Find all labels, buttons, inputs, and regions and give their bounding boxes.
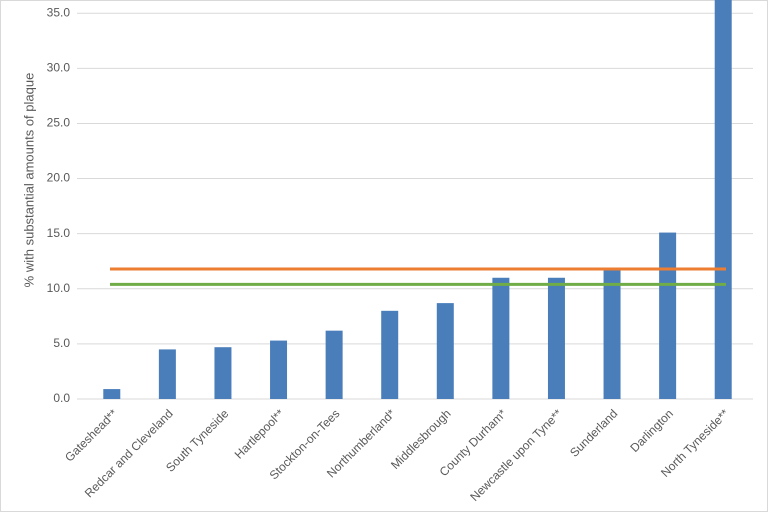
bar — [436, 303, 454, 399]
reference-lines — [110, 267, 726, 286]
bar — [714, 0, 732, 400]
x-tick-label: Gateshead** — [62, 406, 120, 464]
x-tick-label: Hartlepool** — [232, 406, 287, 461]
x-tick-label: Darlington — [627, 406, 676, 455]
y-tick-label: 30.0 — [47, 61, 71, 75]
y-tick-label: 15.0 — [47, 226, 71, 240]
bar — [158, 349, 176, 399]
bar — [603, 268, 621, 399]
bar — [103, 389, 121, 399]
bar — [547, 277, 565, 399]
y-axis-title: % with substantial amounts of plaque — [21, 73, 36, 288]
x-tick-label: Newcastle upon Tyne** — [467, 406, 565, 504]
bar — [270, 340, 288, 399]
bar — [381, 310, 399, 399]
y-tick-label: 5.0 — [53, 336, 70, 350]
y-tick-label: 20.0 — [47, 171, 71, 185]
bars — [103, 0, 732, 400]
y-tick-label: 25.0 — [47, 116, 71, 130]
x-tick-label: Sunderland — [567, 406, 620, 459]
grid — [77, 12, 753, 400]
bar — [325, 330, 343, 399]
bar — [214, 347, 232, 399]
bar — [659, 232, 677, 399]
y-tick-label: 0.0 — [53, 391, 70, 405]
bar — [492, 277, 510, 399]
labels: 0.0 5.0 10.0 15.0 20.0 25.0 30.0 35.0 Gateshead*… — [47, 5, 732, 504]
y-tick-label: 10.0 — [47, 281, 71, 295]
y-tick-label: 35.0 — [47, 5, 71, 19]
